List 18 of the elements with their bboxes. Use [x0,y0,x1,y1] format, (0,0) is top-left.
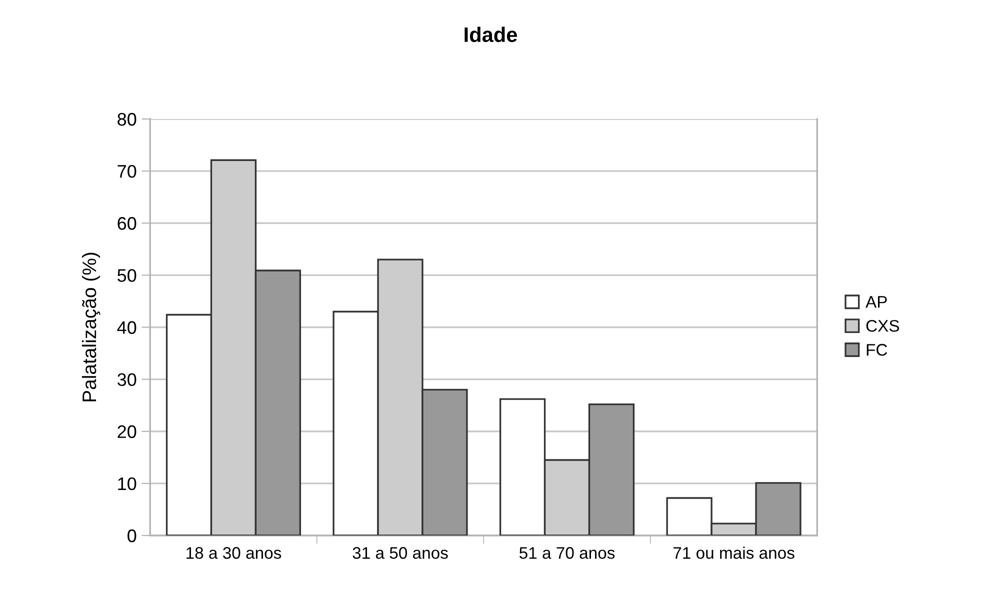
chart-title: Idade [464,26,517,42]
y-tick-label: 20 [118,425,136,438]
legend-label: FC [866,344,888,356]
y-tick-label: 50 [118,269,136,282]
legend-label: CXS [866,320,900,332]
y-axis-title: Palatalização (%) [82,252,100,402]
y-tick-label: 60 [118,217,136,230]
legend-label: AP [866,296,887,308]
x-tick-label: 18 a 30 anos [186,547,282,559]
y-tick-label: 40 [117,321,136,334]
y-tick-label: 30 [118,373,136,386]
x-tick-label: 51 a 70 anos [520,547,615,559]
x-tick-label: 31 a 50 anos [352,547,448,559]
x-tick-label: 71 ou mais anos [674,546,794,559]
y-tick-label: 0 [128,529,136,542]
y-tick-label: 10 [118,477,136,490]
y-tick-label: 80 [118,112,136,126]
y-tick-label: 70 [118,164,136,178]
